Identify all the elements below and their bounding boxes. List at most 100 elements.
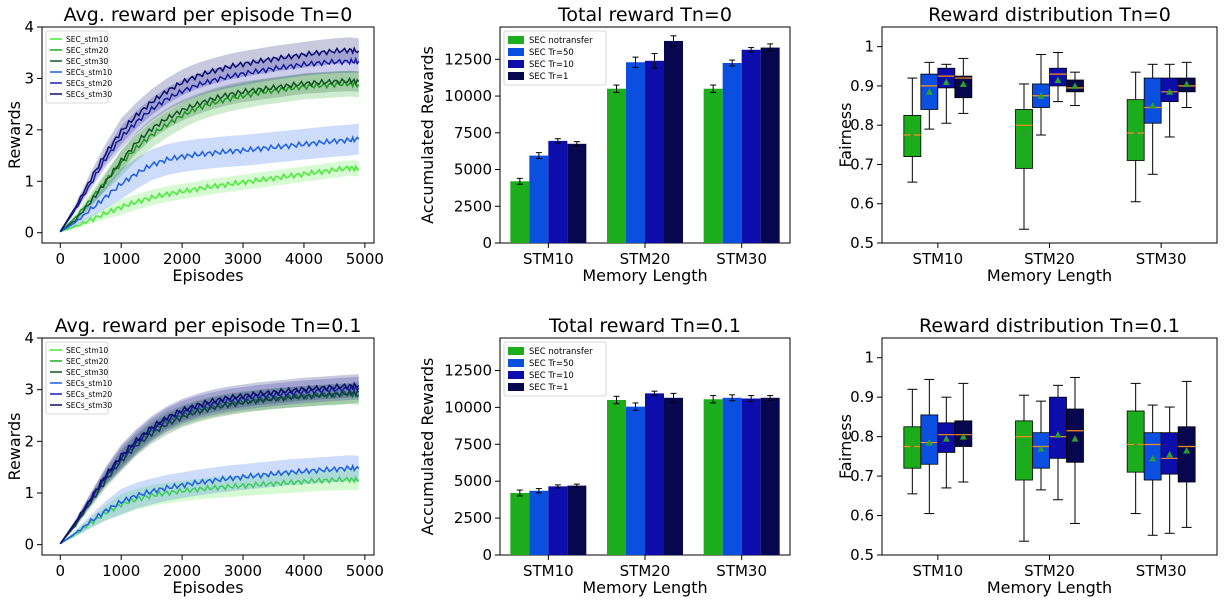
plot-frame (881, 26, 1218, 244)
mean-marker (942, 435, 950, 442)
box (1015, 109, 1033, 169)
series-line (59, 46, 360, 233)
bar (510, 181, 530, 243)
chart-title: Reward distribution Tn=0.1 (919, 315, 1180, 337)
mean-marker (959, 433, 967, 440)
mean-marker (1183, 80, 1191, 87)
legend-box (45, 30, 109, 104)
y-tick-label: 0.6 (850, 195, 874, 213)
x-tick-label: STM30 (716, 250, 767, 268)
legend-label: SEC Tr=10 (529, 60, 574, 70)
series-line (59, 381, 360, 545)
series-line (59, 463, 360, 545)
x-tick-label: 0 (56, 562, 66, 580)
bar (703, 399, 723, 555)
y-tick-label: 0 (24, 224, 34, 242)
y-axis-label: Accumulated Rewards (418, 46, 437, 224)
bar (645, 60, 664, 244)
bar (626, 62, 645, 243)
chart-title: Avg. reward per episode Tn=0.1 (55, 315, 362, 337)
legend: SEC_stm10 SEC_stm20 SEC_stm30 SECs_stm10 SEC… (45, 30, 112, 104)
y-tick-label: 10000 (444, 87, 492, 105)
y-tick-label: 0 (24, 536, 34, 554)
bar (722, 397, 742, 555)
y-tick-label: 0.6 (850, 507, 874, 525)
x-tick-label: STM10 (523, 250, 574, 268)
series-line (59, 76, 360, 233)
legend-swatch (508, 60, 524, 68)
y-tick-label: 0 (482, 234, 492, 252)
legend-label: SEC Tr=10 (529, 371, 574, 381)
legend-box (503, 341, 607, 397)
box (1049, 396, 1067, 459)
mean-marker (1166, 450, 1174, 458)
legend-label: SEC notransfer (529, 36, 593, 46)
x-tick-label: STM30 (1136, 562, 1187, 580)
bar (722, 63, 742, 243)
legend-box (503, 30, 607, 86)
x-tick-label: 3000 (224, 250, 262, 268)
y-axis-label: Rewards (5, 101, 24, 169)
bar (741, 398, 761, 555)
x-tick-label: 2000 (163, 562, 201, 580)
series-line (59, 383, 360, 545)
mean-marker (908, 443, 916, 450)
mean-marker (1037, 92, 1045, 99)
y-tick-label: 5000 (454, 472, 492, 490)
y-tick-label: 10000 (444, 398, 492, 416)
chart-3: Reward distribution Tn=0 Memory Length Fai… (836, 4, 1218, 285)
chart-title: Total reward Tn=0.1 (548, 315, 741, 337)
y-tick-label: 4 (24, 329, 34, 347)
legend-label: SEC_stm10 (66, 35, 108, 44)
bar (529, 155, 549, 243)
y-tick-label: 1 (24, 172, 34, 190)
legend-swatch (508, 72, 524, 80)
x-axis-label: Memory Length (987, 266, 1112, 285)
legend: SEC notransfer SEC Tr=50 SEC Tr=10 SEC Tr=1 (503, 341, 607, 397)
mean-marker (1020, 129, 1028, 137)
x-tick-label: STM10 (912, 562, 963, 580)
series-line (60, 164, 360, 233)
confidence-band (60, 70, 359, 232)
legend-label: SEC_stm20 (66, 46, 108, 55)
legend-label: SECs_stm30 (66, 90, 112, 99)
series-line (59, 56, 360, 233)
mean-marker (925, 88, 933, 95)
y-axis-label: Fairness (836, 103, 855, 168)
y-tick-label: 2 (24, 121, 34, 139)
legend-label: SECs_stm10 (66, 68, 112, 77)
bar (760, 47, 780, 244)
box (1143, 77, 1162, 124)
legend-box (45, 341, 109, 415)
bar (567, 143, 587, 243)
mean-marker (1054, 76, 1062, 84)
y-axis-label: Rewards (5, 413, 24, 481)
y-tick-label: 3 (24, 69, 34, 87)
y-tick-label: 0.8 (850, 428, 874, 446)
y-tick-label: 3 (24, 381, 34, 399)
y-tick-label: 0.9 (850, 77, 874, 95)
y-tick-label: 0.8 (850, 116, 874, 134)
box (1015, 420, 1033, 481)
bar (664, 397, 683, 555)
mean-marker (1071, 82, 1079, 89)
chart-1: Avg. reward per episode Tn=0 Episodes Rewa… (5, 4, 384, 285)
bar (548, 486, 568, 555)
chart-title: Reward distribution Tn=0 (928, 4, 1171, 26)
bar (741, 49, 761, 243)
x-tick-label: 1000 (102, 250, 140, 268)
confidence-band (60, 70, 359, 232)
legend-label: SEC Tr=50 (529, 48, 574, 58)
bar (607, 88, 626, 243)
series-line (59, 135, 360, 233)
legend-label: SEC Tr=50 (529, 359, 574, 369)
mean-marker (942, 78, 950, 85)
x-axis-label: Episodes (172, 266, 243, 285)
bar (529, 490, 549, 555)
confidence-band (60, 123, 359, 232)
x-tick-label: 5000 (346, 250, 384, 268)
legend-label: SECs_stm20 (66, 79, 112, 88)
y-tick-label: 12500 (444, 361, 492, 379)
mean-marker (1132, 441, 1140, 448)
